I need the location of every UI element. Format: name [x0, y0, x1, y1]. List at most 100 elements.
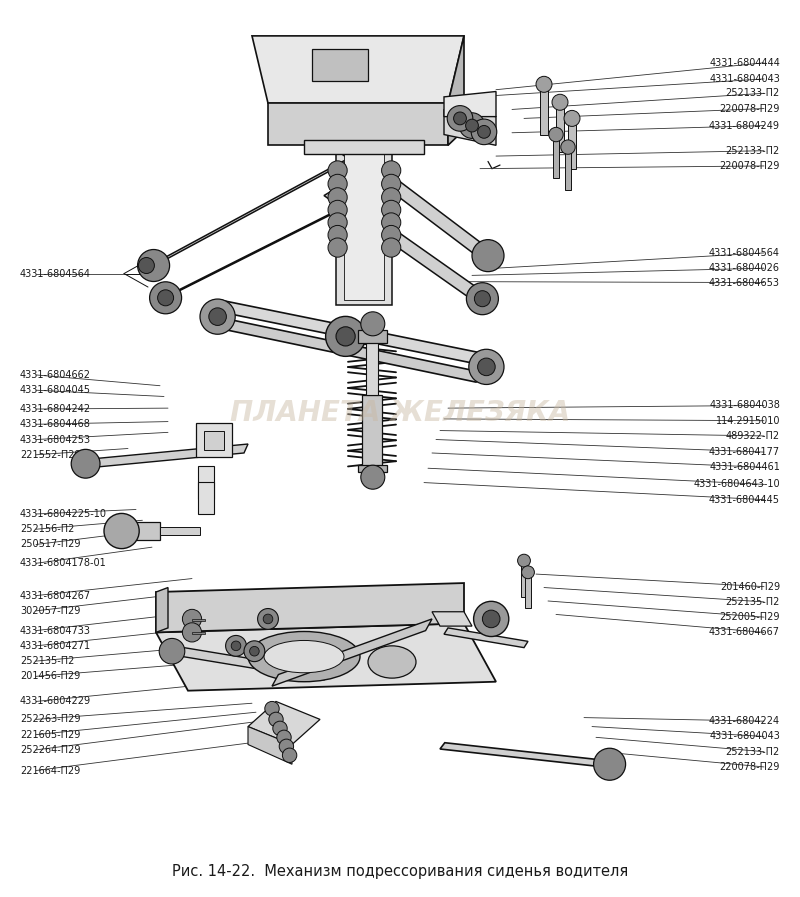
Text: 4331-6804229: 4331-6804229	[20, 696, 91, 707]
Polygon shape	[208, 300, 488, 363]
Text: 4331-6804733: 4331-6804733	[20, 625, 91, 636]
Ellipse shape	[466, 283, 498, 315]
Ellipse shape	[536, 76, 552, 92]
Ellipse shape	[264, 640, 344, 673]
Ellipse shape	[328, 213, 347, 232]
Polygon shape	[172, 648, 336, 680]
Ellipse shape	[518, 554, 530, 567]
Ellipse shape	[326, 317, 366, 356]
Text: 4331-6804445: 4331-6804445	[709, 494, 780, 505]
Ellipse shape	[361, 466, 385, 489]
Text: 201456-П29: 201456-П29	[20, 671, 80, 682]
Text: 252156-П2: 252156-П2	[20, 524, 74, 535]
Ellipse shape	[328, 200, 347, 220]
Text: 4331-6804653: 4331-6804653	[709, 277, 780, 288]
Ellipse shape	[226, 635, 246, 657]
Polygon shape	[148, 144, 376, 269]
Polygon shape	[448, 36, 464, 145]
Ellipse shape	[209, 308, 226, 326]
Ellipse shape	[328, 238, 347, 257]
Ellipse shape	[472, 239, 504, 272]
Polygon shape	[444, 109, 496, 145]
Text: 4331-6804224: 4331-6804224	[709, 716, 780, 727]
Text: 4331-6804026: 4331-6804026	[709, 263, 780, 274]
Text: 250517-П29: 250517-П29	[20, 539, 81, 550]
Polygon shape	[556, 102, 564, 152]
Ellipse shape	[279, 739, 294, 753]
Polygon shape	[156, 583, 464, 632]
Ellipse shape	[552, 94, 568, 110]
Text: 220078-П29: 220078-П29	[720, 103, 780, 114]
Ellipse shape	[459, 113, 485, 138]
Text: 221605-П29: 221605-П29	[20, 729, 80, 740]
Ellipse shape	[447, 106, 473, 131]
Ellipse shape	[263, 614, 273, 623]
Ellipse shape	[478, 358, 495, 376]
Text: 4331-6804225-10: 4331-6804225-10	[20, 509, 107, 519]
Polygon shape	[196, 423, 232, 457]
Ellipse shape	[200, 299, 235, 335]
Ellipse shape	[564, 110, 580, 126]
Ellipse shape	[382, 213, 401, 232]
Ellipse shape	[138, 249, 170, 282]
Text: 201460-П29: 201460-П29	[720, 581, 780, 592]
Ellipse shape	[328, 225, 347, 245]
Text: Рис. 14-22.  Механизм подрессоривания сиденья водителя: Рис. 14-22. Механизм подрессоривания сид…	[172, 865, 628, 879]
Text: ПЛАНЕТА ЖЕЛЕЗЯКА: ПЛАНЕТА ЖЕЛЕЗЯКА	[230, 398, 570, 427]
Text: 221664-П29: 221664-П29	[20, 765, 80, 776]
Text: 302057-П29: 302057-П29	[20, 605, 80, 616]
Polygon shape	[521, 561, 527, 597]
Text: 4331-6804177: 4331-6804177	[709, 447, 780, 457]
Polygon shape	[565, 147, 571, 190]
Ellipse shape	[282, 748, 297, 762]
Ellipse shape	[474, 291, 490, 307]
Polygon shape	[336, 144, 392, 305]
Polygon shape	[366, 341, 378, 395]
Ellipse shape	[594, 748, 626, 780]
Ellipse shape	[382, 174, 401, 194]
Ellipse shape	[265, 701, 279, 716]
Text: 221552-П29: 221552-П29	[20, 449, 81, 460]
Ellipse shape	[382, 187, 401, 207]
Ellipse shape	[182, 623, 202, 642]
Text: 252135-П2: 252135-П2	[726, 597, 780, 607]
Ellipse shape	[231, 641, 241, 650]
Ellipse shape	[182, 609, 202, 629]
Ellipse shape	[328, 187, 347, 207]
Ellipse shape	[104, 513, 139, 549]
Ellipse shape	[269, 712, 283, 727]
Text: 4331-6804667: 4331-6804667	[709, 627, 780, 638]
Polygon shape	[192, 632, 205, 634]
Ellipse shape	[382, 161, 401, 180]
Polygon shape	[344, 148, 384, 300]
Text: 252133-П2: 252133-П2	[726, 88, 780, 99]
Polygon shape	[198, 482, 214, 514]
Text: 4331-6804043: 4331-6804043	[709, 74, 780, 84]
Ellipse shape	[250, 647, 259, 656]
Polygon shape	[198, 466, 214, 499]
Polygon shape	[272, 619, 432, 686]
Ellipse shape	[277, 730, 291, 745]
Text: 252133-П2: 252133-П2	[726, 145, 780, 156]
Polygon shape	[324, 188, 486, 301]
Text: 489322-П2: 489322-П2	[726, 431, 780, 441]
Text: 4331-6804564: 4331-6804564	[20, 268, 91, 279]
Polygon shape	[328, 136, 492, 258]
Text: 4331-6804043: 4331-6804043	[709, 731, 780, 742]
Ellipse shape	[244, 640, 265, 662]
Ellipse shape	[71, 449, 100, 478]
Text: 252135-П2: 252135-П2	[20, 656, 74, 666]
Polygon shape	[440, 743, 608, 767]
Text: 252133-П2: 252133-П2	[726, 746, 780, 757]
Polygon shape	[432, 612, 472, 626]
Polygon shape	[84, 444, 248, 468]
Text: 4331-6804249: 4331-6804249	[709, 120, 780, 131]
Polygon shape	[252, 36, 464, 103]
Ellipse shape	[159, 639, 185, 664]
Ellipse shape	[466, 119, 478, 132]
Text: 4331-6804662: 4331-6804662	[20, 370, 91, 380]
Text: 4331-6804242: 4331-6804242	[20, 404, 91, 414]
Ellipse shape	[361, 312, 385, 335]
Ellipse shape	[454, 112, 466, 125]
Polygon shape	[444, 91, 496, 117]
